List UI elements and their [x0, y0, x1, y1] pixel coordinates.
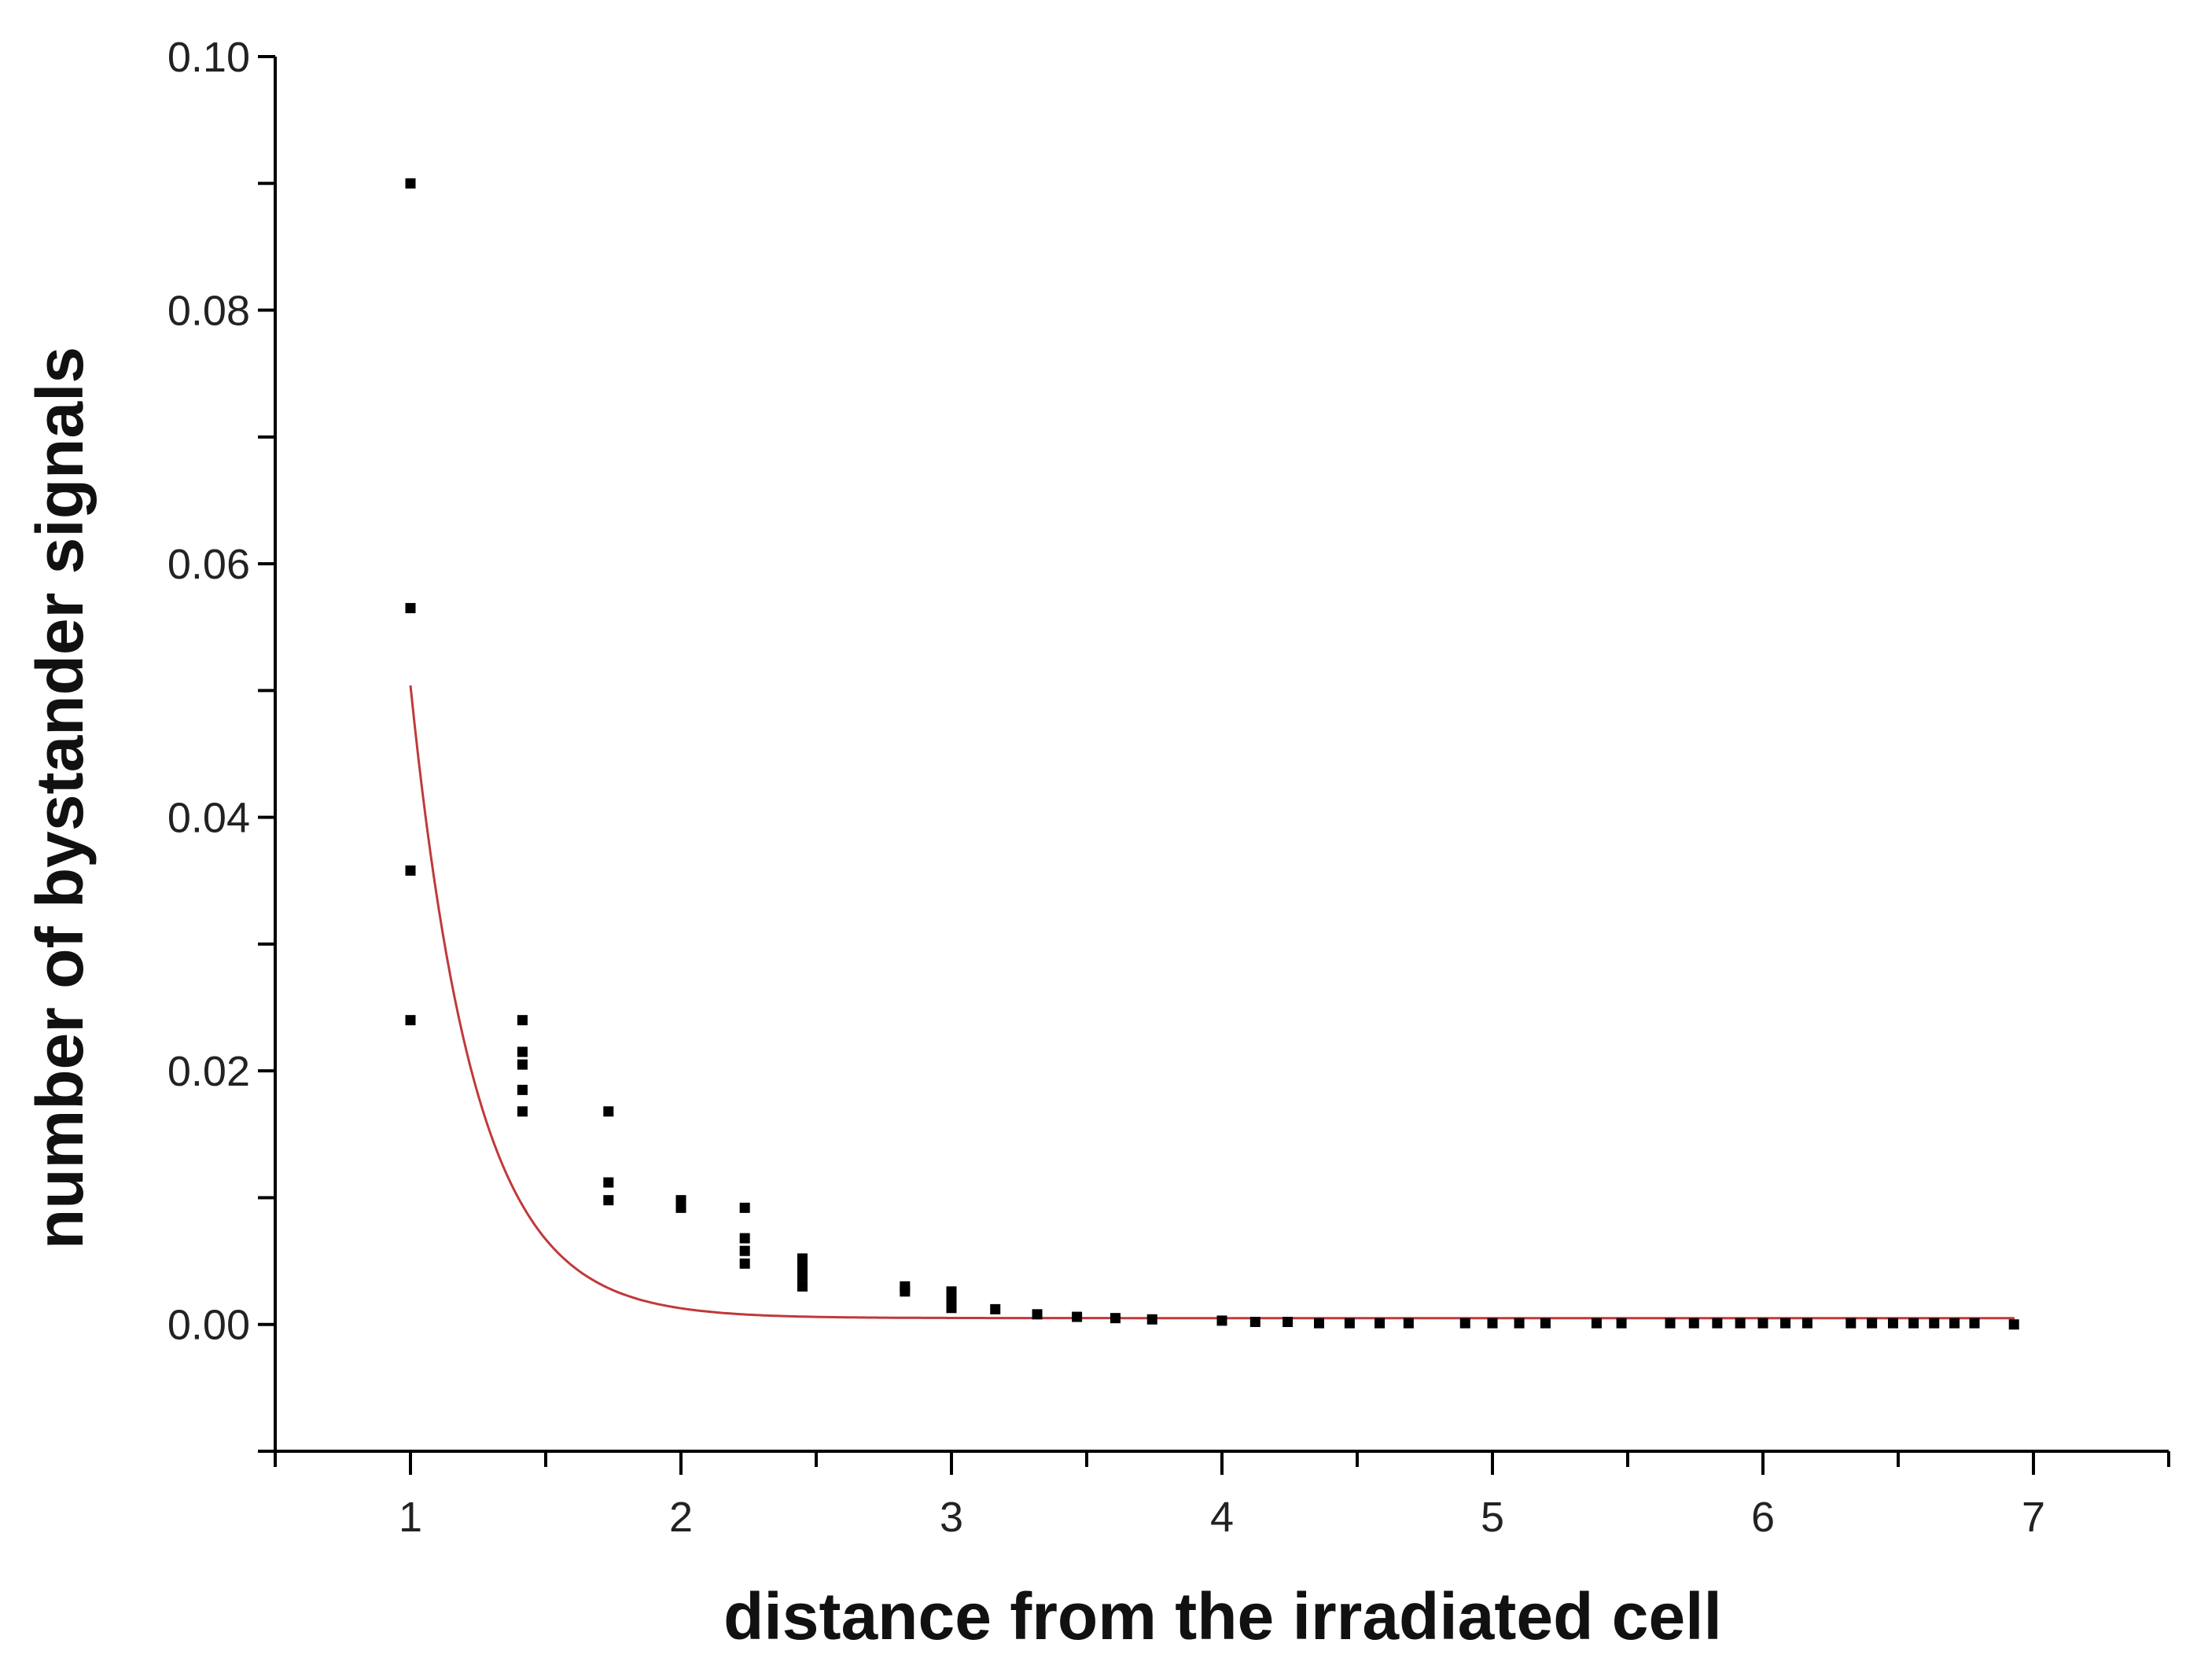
- data-point: [1735, 1318, 1746, 1329]
- data-point: [517, 1046, 528, 1057]
- data-point: [517, 1106, 528, 1117]
- data-point: [517, 1084, 528, 1095]
- data-point: [1969, 1318, 1980, 1329]
- x-tick-label: 4: [1210, 1494, 1234, 1541]
- x-tick-label: 2: [669, 1494, 693, 1541]
- data-point: [1801, 1318, 1812, 1329]
- data-point: [1514, 1318, 1525, 1329]
- data-point: [1403, 1318, 1414, 1329]
- data-point: [739, 1233, 750, 1244]
- data-point: [1616, 1318, 1627, 1329]
- data-point: [1146, 1314, 1157, 1325]
- data-point: [405, 603, 416, 614]
- data-point: [1313, 1318, 1324, 1329]
- data-point: [739, 1258, 750, 1269]
- data-point: [603, 1195, 614, 1206]
- data-point: [1110, 1313, 1121, 1324]
- ticks: 0.00 0.02 0.04 0.06 0.08 0.10 1 2 3 4 5 6 7: [167, 34, 2170, 1541]
- data-point: [2008, 1319, 2019, 1330]
- data-point: [1487, 1318, 1498, 1329]
- y-tick-label: 0.00: [167, 1302, 250, 1349]
- data-point: [405, 1015, 416, 1026]
- data-point: [1249, 1317, 1260, 1328]
- data-point: [1032, 1309, 1043, 1320]
- data-point: [1688, 1318, 1699, 1329]
- data-point: [675, 1202, 686, 1213]
- data-point: [1344, 1318, 1355, 1329]
- data-point: [1757, 1318, 1768, 1329]
- data-point: [405, 865, 416, 876]
- y-axis-title: number of bystander signals: [23, 347, 97, 1249]
- data-point: [1867, 1318, 1878, 1329]
- x-axis-title: distance from the irradiated cell: [723, 1579, 1722, 1653]
- data-point: [797, 1270, 808, 1281]
- data-point: [405, 178, 416, 189]
- data-point: [739, 1202, 750, 1213]
- x-tick-label: 1: [399, 1494, 422, 1541]
- data-point: [1216, 1315, 1227, 1326]
- y-tick-label: 0.10: [167, 34, 250, 81]
- y-tick-label: 0.02: [167, 1048, 250, 1095]
- data-point: [1072, 1311, 1083, 1322]
- data-point: [603, 1106, 614, 1117]
- fit-curve-layer: [409, 685, 2015, 1320]
- data-point: [1929, 1318, 1940, 1329]
- data-point: [1887, 1318, 1898, 1329]
- data-point: [1665, 1318, 1676, 1329]
- data-point: [739, 1245, 750, 1256]
- y-tick-label: 0.04: [167, 795, 250, 842]
- x-tick-label: 3: [940, 1494, 963, 1541]
- data-point: [797, 1262, 808, 1273]
- data-point: [1591, 1318, 1602, 1329]
- data-point: [603, 1177, 614, 1188]
- data-point: [1949, 1318, 1960, 1329]
- data-point: [946, 1293, 957, 1304]
- data-point: [797, 1253, 808, 1264]
- fit-curve: [409, 685, 2015, 1320]
- data-point: [946, 1303, 957, 1314]
- data-point: [1540, 1318, 1551, 1329]
- data-point: [900, 1286, 911, 1297]
- data-point: [1459, 1318, 1470, 1329]
- x-tick-label: 5: [1481, 1494, 1504, 1541]
- data-point: [797, 1281, 808, 1292]
- x-tick-label: 6: [1751, 1494, 1775, 1541]
- data-point: [1375, 1318, 1386, 1329]
- y-tick-label: 0.06: [167, 541, 250, 588]
- data-point: [1908, 1318, 1919, 1329]
- data-point: [517, 1015, 528, 1026]
- x-tick-label: 7: [2022, 1494, 2045, 1541]
- axes: [274, 57, 2169, 1453]
- data-point: [1780, 1318, 1791, 1329]
- y-tick-label: 0.08: [167, 288, 250, 335]
- data-point: [517, 1059, 528, 1070]
- data-point: [1283, 1317, 1294, 1328]
- data-point: [1846, 1318, 1857, 1329]
- data-point: [990, 1303, 1001, 1314]
- data-point: [1712, 1318, 1723, 1329]
- data-points: [405, 178, 2019, 1330]
